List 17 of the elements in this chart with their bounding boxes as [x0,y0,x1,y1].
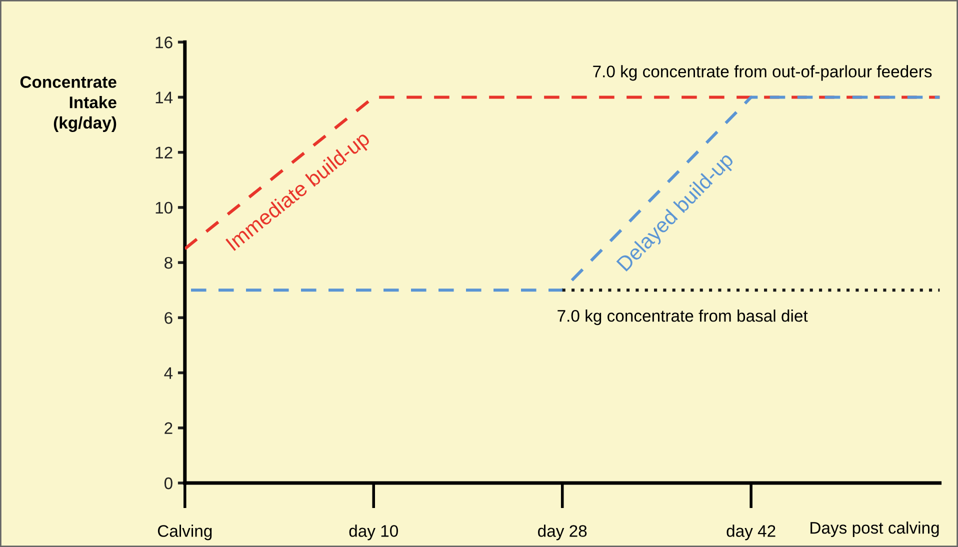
y-tick-label: 6 [164,312,172,324]
x-tick-label: day 28 [538,524,587,540]
y-tick-label: 8 [164,256,172,269]
y-tick-label: 2 [164,422,172,434]
y-tick-label: 16 [156,36,172,48]
y-tick-label: 4 [164,367,173,379]
x-tick-label: Calving [158,524,212,540]
y-tick-label: 0 [164,477,172,490]
x-tick-label: day 10 [349,524,398,540]
x-tick-label: day 42 [726,524,776,540]
x-axis-title: Days post calving [810,522,939,538]
y-tick-label: 14 [156,92,173,104]
annotation: 7.0 kg concentrate from basal diet [558,310,808,326]
y-tick-label: 10 [156,202,172,214]
y-axis-title: Concentrate Intake (kg/day) [20,76,116,132]
annotation: 7.0 kg concentrate from out-of-parlour feeders [593,65,932,81]
y-tick-label: 12 [156,146,172,158]
